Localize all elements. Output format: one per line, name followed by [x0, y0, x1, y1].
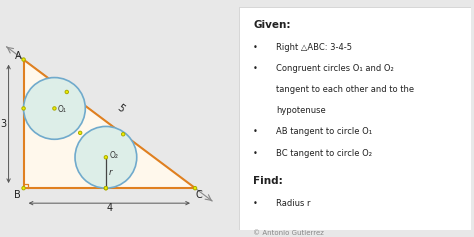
Text: Right △ABC: 3-4-5: Right △ABC: 3-4-5 [276, 43, 352, 52]
Circle shape [104, 155, 108, 159]
Text: BC tangent to circle O₂: BC tangent to circle O₂ [276, 149, 373, 158]
Text: •: • [253, 64, 258, 73]
Circle shape [24, 77, 85, 139]
Circle shape [104, 187, 108, 190]
Circle shape [78, 131, 82, 135]
Circle shape [22, 107, 25, 110]
Circle shape [22, 187, 25, 190]
Circle shape [53, 107, 56, 110]
Circle shape [193, 187, 197, 190]
Text: •: • [253, 199, 258, 208]
Text: B: B [14, 190, 20, 200]
Text: •: • [253, 128, 258, 137]
Text: Find:: Find: [253, 176, 283, 187]
Text: 5: 5 [115, 103, 127, 114]
Text: Radius r: Radius r [276, 199, 311, 208]
Text: O₁: O₁ [58, 105, 67, 114]
Text: 4: 4 [106, 203, 112, 213]
Text: r: r [109, 168, 112, 177]
Text: Congruent circles O₁ and O₂: Congruent circles O₁ and O₂ [276, 64, 394, 73]
Text: AB tangent to circle O₁: AB tangent to circle O₁ [276, 128, 373, 137]
Text: Given:: Given: [253, 20, 291, 31]
Circle shape [65, 90, 69, 94]
Circle shape [104, 187, 108, 190]
Text: O₂: O₂ [109, 151, 118, 160]
Text: C: C [195, 190, 202, 200]
Circle shape [22, 58, 25, 61]
Text: tangent to each other and to the: tangent to each other and to the [276, 85, 414, 94]
Text: 3: 3 [0, 119, 7, 129]
Circle shape [75, 126, 137, 188]
Text: •: • [253, 149, 258, 158]
Polygon shape [24, 59, 195, 188]
Circle shape [121, 132, 125, 136]
Text: A: A [15, 51, 22, 61]
Text: hypotenuse: hypotenuse [276, 106, 326, 115]
Text: © Antonio Gutierrez: © Antonio Gutierrez [253, 230, 324, 236]
Text: •: • [253, 43, 258, 52]
